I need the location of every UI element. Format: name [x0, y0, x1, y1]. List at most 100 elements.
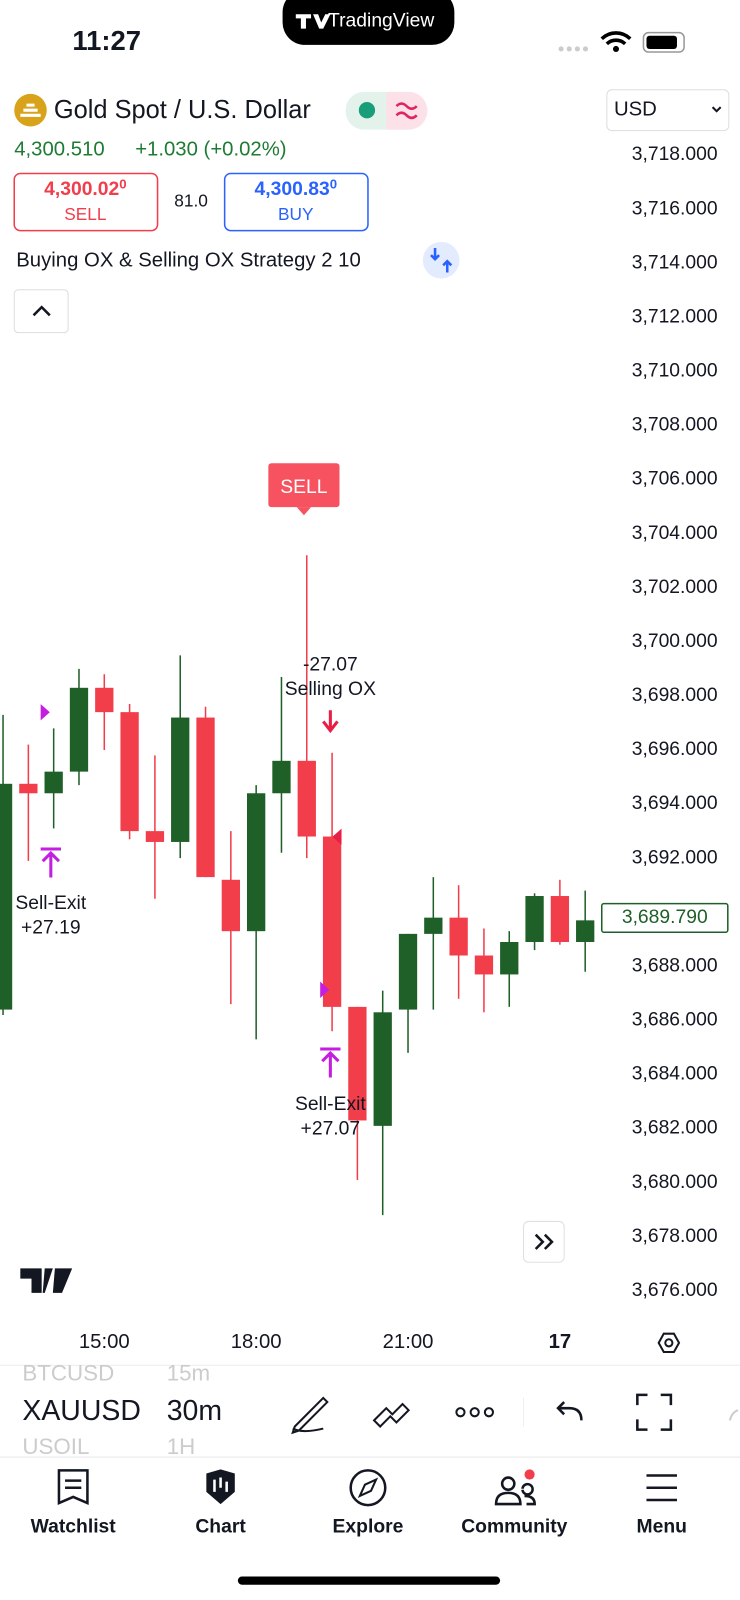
y-tick-label: 3,696.000	[632, 738, 718, 760]
nav-label[interactable]: Explore	[333, 1516, 404, 1538]
exit-marker	[40, 704, 50, 721]
sell-price-sup: 0	[119, 176, 126, 191]
sell-tag-pointer	[296, 507, 312, 516]
y-tick-label: 3,698.000	[632, 684, 718, 706]
chevron	[711, 106, 722, 113]
interval-option[interactable]: 1H	[167, 1434, 196, 1459]
entry-pnl: -27.07	[303, 653, 358, 675]
x-tick-label: 15:00	[79, 1331, 130, 1353]
symbol-current[interactable]: XAUUSD	[22, 1395, 141, 1427]
explore-icon[interactable]	[349, 1469, 387, 1507]
entry-marker	[332, 828, 342, 845]
x-tick-label: 17	[549, 1331, 572, 1353]
y-tick-label: 3,680.000	[632, 1171, 718, 1193]
entry-arrow	[322, 710, 339, 734]
y-tick-label: 3,684.000	[632, 1063, 718, 1085]
brush-tool[interactable]	[372, 1402, 411, 1428]
plot: 3,718.000 3,716.000 3,714.000 3,712.000 3,71…	[0, 143, 729, 1353]
candle-body	[398, 933, 418, 1010]
strategy-icon[interactable]	[422, 241, 460, 279]
collapse-icon	[32, 305, 51, 317]
candle-body	[576, 920, 595, 942]
battery-level	[646, 35, 677, 49]
y-tick-label: 3,694.000	[632, 792, 718, 814]
fullscreen[interactable]	[636, 1393, 673, 1431]
watchlist-icon[interactable]	[57, 1469, 89, 1505]
sell-label: SELL	[64, 204, 107, 224]
clock: 11:27	[72, 25, 141, 56]
nav-label[interactable]: Community	[461, 1516, 567, 1538]
candle-body	[69, 687, 89, 772]
candle-body	[373, 1012, 392, 1126]
y-tick-label: 3,706.000	[632, 468, 718, 490]
candle-body	[171, 717, 190, 842]
tv-watermark	[20, 1268, 73, 1293]
y-tick-label: 3,676.000	[632, 1279, 718, 1301]
y-tick-label: 3,702.000	[632, 576, 718, 598]
interval-option[interactable]: 15m	[167, 1360, 210, 1385]
menu-icon[interactable]	[646, 1474, 677, 1502]
symbol-option[interactable]: BTCUSD	[22, 1360, 114, 1385]
community-icon-body	[494, 1482, 536, 1506]
candle-body	[95, 687, 114, 713]
y-tick-label: 3,678.000	[632, 1225, 718, 1247]
settings-icon[interactable]	[657, 1332, 681, 1354]
candle-body	[449, 917, 468, 956]
y-tick-label: 3,686.000	[632, 1008, 718, 1030]
more-tools[interactable]	[455, 1407, 495, 1418]
buy-price-sup: 0	[330, 176, 337, 191]
nav-labels: Watchlist Chart Explore Community Menu	[31, 1516, 687, 1538]
collapse-button[interactable]	[13, 289, 69, 334]
exit-name: Sell-Exit	[295, 1093, 366, 1115]
battery	[642, 31, 685, 53]
currency: USD	[614, 99, 657, 121]
explore-needle	[357, 1477, 379, 1498]
symbol-title[interactable]: Gold Spot / U.S. Dollar	[54, 96, 311, 124]
exit-name: Sell-Exit	[15, 892, 86, 914]
buy-button[interactable]	[223, 172, 369, 232]
currency-select[interactable]	[606, 89, 730, 132]
candle-body	[474, 955, 494, 975]
spread: 81.0	[174, 191, 208, 211]
community-icon[interactable]	[500, 1476, 516, 1492]
nav-label[interactable]: Chart	[195, 1516, 246, 1538]
symbol-option[interactable]: USOIL	[22, 1434, 89, 1459]
candle-body	[221, 879, 240, 932]
y-tick-label: 3,704.000	[632, 522, 718, 544]
sell-price: 4,300.020	[44, 176, 127, 200]
y-tick-label: 3,700.000	[632, 630, 718, 652]
exit-pnl: +27.07	[301, 1118, 361, 1140]
candle-body	[0, 783, 13, 1010]
candle-body	[44, 771, 63, 794]
candle-body	[322, 836, 342, 1007]
strategy-name[interactable]: Buying OX & Selling OX Strategy 2 10	[16, 250, 361, 272]
dynamic-island	[282, 0, 455, 45]
y-tick-label: 3,688.000	[632, 954, 718, 976]
candle-body	[424, 917, 443, 934]
nav-label[interactable]: Watchlist	[31, 1516, 117, 1538]
x-tick-label: 18:00	[231, 1331, 282, 1353]
more-cut	[728, 1409, 739, 1421]
notification-dot	[524, 1469, 535, 1480]
strategy-arrows	[430, 247, 453, 273]
interval-current[interactable]: 30m	[167, 1395, 222, 1427]
undo[interactable]	[556, 1401, 583, 1421]
sell-button[interactable]	[13, 172, 159, 232]
signal	[558, 46, 589, 52]
wifi-dot	[612, 45, 620, 53]
sell-tag	[268, 463, 340, 508]
y-tick-label: 3,718.000	[632, 143, 718, 165]
y-tick-label: 3,710.000	[632, 360, 718, 382]
buy-price-main: 4,300.83	[255, 178, 330, 200]
draw-tool[interactable]	[291, 1396, 329, 1435]
entry-name: Selling OX	[285, 678, 376, 700]
home-indicator	[237, 1576, 501, 1585]
y-tick-label: 3,682.000	[632, 1117, 718, 1139]
exit-pnl: +27.19	[21, 917, 81, 939]
y-tick-label: 3,708.000	[632, 414, 718, 436]
market-open-dot	[358, 102, 376, 119]
nav-label[interactable]: Menu	[637, 1516, 687, 1538]
x-tick-label: 21:00	[383, 1331, 434, 1353]
candle-body	[500, 941, 519, 975]
delayed-icon	[395, 102, 418, 120]
